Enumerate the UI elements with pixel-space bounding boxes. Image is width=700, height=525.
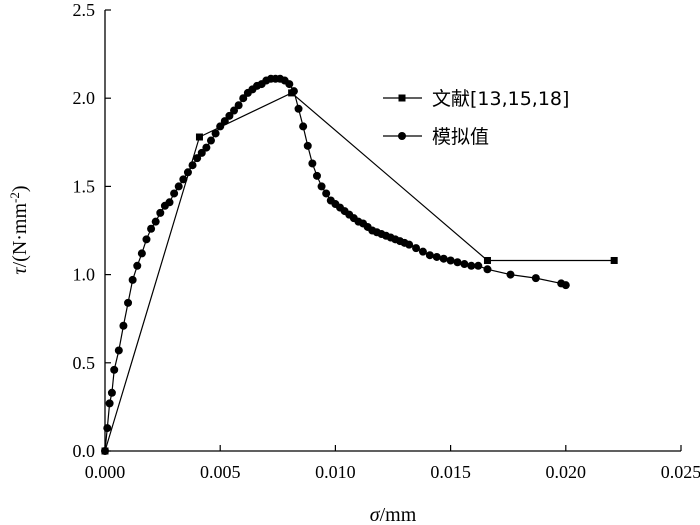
data-point-circle	[147, 224, 156, 233]
data-point-circle	[211, 129, 220, 138]
data-point-circle	[216, 122, 225, 131]
data-point-square	[195, 133, 203, 141]
data-point-circle	[133, 261, 142, 270]
data-point-circle	[432, 252, 441, 261]
data-point-circle	[230, 106, 239, 115]
y-tick-label: 2.0	[73, 88, 96, 108]
y-axis-unit-close: )	[9, 185, 31, 192]
y-tick-label: 0.5	[73, 353, 96, 373]
data-point-circle	[193, 154, 202, 163]
x-tick-label: 0.000	[85, 462, 126, 482]
series-line-2	[104, 78, 567, 452]
data-point-circle	[474, 261, 483, 270]
x-tick-label: 0.025	[661, 462, 700, 482]
series-layer	[101, 74, 618, 455]
data-point-circle	[322, 189, 331, 198]
data-point-circle	[156, 208, 165, 217]
data-point-circle	[170, 189, 179, 198]
data-point-circle	[239, 94, 248, 103]
legend-item-reference: 文献[13,15,18]	[383, 88, 569, 110]
data-point-circle	[110, 365, 119, 374]
y-tick-label: 2.5	[73, 0, 96, 20]
data-point-circle	[234, 101, 243, 110]
legend-item-simulated: 模拟值	[383, 126, 489, 148]
data-point-circle	[202, 143, 211, 152]
data-point-circle	[188, 161, 197, 170]
data-point-circle	[531, 274, 540, 283]
data-point-circle	[483, 265, 492, 274]
x-tick-label: 0.020	[546, 462, 587, 482]
data-point-circle	[225, 111, 234, 120]
data-point-circle	[467, 261, 476, 270]
x-axis-title: σ/mm	[370, 504, 417, 525]
x-axis-unit: /mm	[380, 504, 417, 525]
data-point-circle	[439, 254, 448, 263]
data-point-circle	[165, 198, 174, 207]
legend-label-reference: 文献[13,15,18]	[432, 88, 569, 110]
y-tick-label: 1.0	[73, 265, 96, 285]
legend: 文献[13,15,18] 模拟值	[383, 88, 569, 148]
data-point-circle	[197, 148, 206, 157]
data-point-square	[483, 256, 491, 264]
data-point-circle	[151, 217, 160, 226]
data-point-circle	[206, 136, 215, 145]
y-axis-unit: /(N·mm	[9, 203, 31, 268]
data-point-circle	[446, 256, 455, 265]
data-point-circle	[114, 346, 123, 355]
data-point-square	[610, 256, 618, 264]
legend-marker-square	[398, 94, 406, 102]
data-point-circle	[312, 171, 321, 180]
y-axis-symbol: τ	[9, 267, 31, 275]
data-point-circle	[405, 240, 414, 249]
data-point-circle	[183, 168, 192, 177]
data-point-circle	[289, 87, 298, 96]
data-point-circle	[107, 388, 116, 397]
series-line-1	[104, 92, 615, 452]
data-point-circle	[303, 141, 312, 150]
data-point-circle	[179, 175, 188, 184]
data-point-circle	[142, 235, 151, 244]
data-point-circle	[317, 182, 326, 191]
data-point-circle	[119, 321, 128, 330]
data-point-circle	[101, 447, 109, 455]
plot-area: 0.000 0.005 0.010 0.015 0.020 0.025 0.0 0.5 1.0…	[73, 0, 700, 482]
data-point-circle	[561, 281, 570, 290]
data-point-circle	[137, 249, 146, 258]
y-tick-label: 1.5	[73, 176, 96, 196]
x-axis-symbol: σ	[370, 504, 381, 525]
y-axis-unit-exponent: -2	[7, 192, 22, 203]
data-point-circle	[105, 399, 114, 408]
data-point-circle	[285, 80, 294, 89]
legend-label-simulated: 模拟值	[432, 126, 489, 148]
y-axis-title: τ/(N·mm-2)	[7, 185, 32, 274]
data-point-circle	[299, 122, 308, 131]
x-ticks: 0.000 0.005 0.010 0.015 0.020 0.025	[85, 445, 700, 482]
legend-marker-circle	[398, 132, 406, 140]
data-point-circle	[412, 244, 421, 253]
data-point-circle	[124, 298, 133, 307]
data-point-circle	[294, 104, 303, 113]
data-point-circle	[506, 270, 515, 279]
data-point-circle	[418, 247, 427, 256]
y-tick-label: 0.0	[73, 441, 96, 461]
data-point-circle	[425, 251, 434, 260]
y-ticks: 0.0 0.5 1.0 1.5 2.0 2.5	[73, 0, 111, 461]
x-tick-label: 0.010	[315, 462, 356, 482]
data-point-circle	[128, 275, 137, 284]
x-tick-label: 0.005	[200, 462, 241, 482]
data-point-circle	[174, 182, 183, 191]
data-point-circle	[103, 424, 112, 433]
data-point-circle	[220, 117, 229, 126]
data-point-circle	[453, 258, 462, 267]
data-point-circle	[460, 260, 469, 269]
x-tick-label: 0.015	[430, 462, 471, 482]
data-point-circle	[308, 159, 317, 168]
